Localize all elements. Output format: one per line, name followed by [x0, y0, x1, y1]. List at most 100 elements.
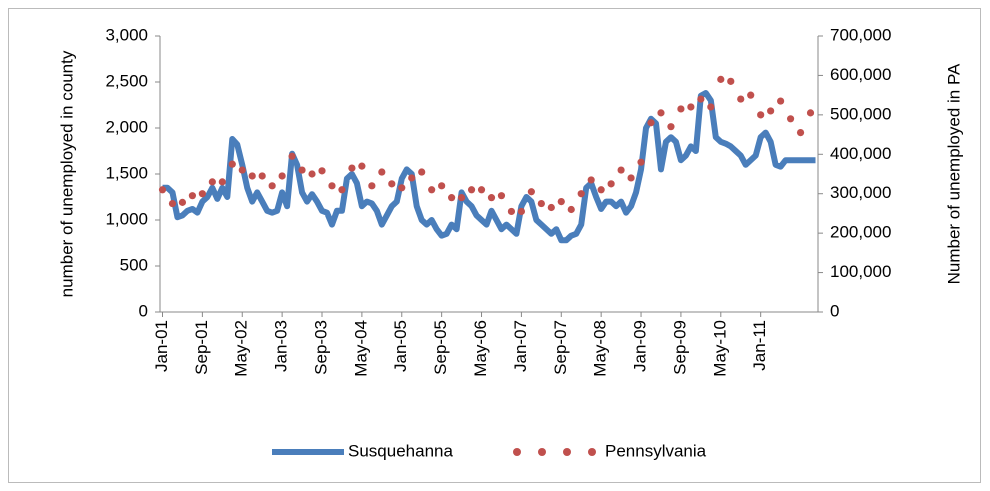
data-point — [408, 174, 416, 182]
data-point — [617, 166, 625, 174]
legend-label: Susquehanna — [348, 441, 453, 460]
data-point — [747, 91, 755, 99]
data-point — [448, 194, 456, 202]
data-point — [298, 166, 306, 174]
data-point — [368, 182, 376, 190]
data-point — [358, 162, 366, 170]
data-point — [557, 198, 565, 206]
x-tick-label: May-02 — [232, 320, 251, 377]
y2-tick-label: 700,000 — [830, 25, 891, 44]
y-tick-label: 2,500 — [105, 71, 148, 90]
data-point — [278, 172, 286, 180]
y2-tick-label: 600,000 — [830, 65, 891, 84]
data-point — [757, 111, 765, 119]
data-point — [717, 75, 725, 83]
x-tick-label: Sep-05 — [431, 320, 450, 375]
data-point — [168, 199, 177, 208]
y-tick-label: 3,000 — [105, 25, 148, 44]
data-point — [707, 103, 715, 111]
data-point — [587, 176, 595, 184]
data-point — [228, 160, 236, 168]
data-point — [457, 194, 466, 202]
x-tick-label: Jan-11 — [750, 320, 769, 371]
data-point — [507, 207, 516, 216]
data-point — [477, 186, 486, 194]
y-tick-label: 1,000 — [105, 209, 148, 228]
y2-tick-label: 400,000 — [830, 144, 891, 163]
data-point — [188, 192, 197, 200]
y2-tick-label: 0 — [830, 301, 839, 320]
x-tick-label: Jan-07 — [511, 320, 530, 372]
data-point — [657, 109, 665, 117]
data-point — [727, 77, 735, 85]
data-point — [198, 190, 206, 198]
data-point — [178, 198, 187, 206]
x-tick-label: May-10 — [710, 320, 729, 377]
data-point — [268, 182, 276, 190]
data-point — [238, 166, 246, 174]
y2-axis-title: Number of unemployed in PA — [944, 63, 963, 284]
data-point — [527, 188, 535, 196]
data-point — [677, 105, 685, 113]
x-tick-label: Jan-03 — [272, 320, 291, 372]
x-tick-label: Sep-07 — [551, 320, 570, 375]
y2-tick-label: 300,000 — [830, 183, 891, 202]
y-tick-label: 1,500 — [105, 163, 148, 182]
data-point — [497, 192, 506, 200]
data-point — [697, 95, 705, 103]
data-line — [162, 90, 816, 244]
y2-tick-label: 500,000 — [830, 104, 891, 123]
data-point — [647, 119, 655, 127]
data-point — [218, 178, 226, 186]
y2-tick-label: 200,000 — [830, 223, 891, 242]
data-point — [467, 186, 476, 194]
legend-label: Pennsylvania — [605, 441, 707, 460]
data-point — [388, 180, 396, 188]
data-point — [158, 186, 167, 194]
data-point — [248, 172, 256, 180]
data-point — [627, 174, 635, 182]
data-point — [777, 97, 785, 105]
data-point — [308, 170, 316, 178]
data-point — [737, 95, 745, 103]
x-tick-label: May-08 — [591, 320, 610, 377]
data-point — [338, 186, 346, 194]
data-point — [597, 186, 605, 194]
data-point — [487, 194, 496, 202]
data-point — [667, 123, 675, 131]
data-point — [288, 152, 296, 160]
data-point — [577, 190, 585, 198]
x-tick-label: May-06 — [471, 320, 490, 377]
data-point — [687, 103, 695, 111]
x-tick-label: May-04 — [351, 320, 370, 377]
legend-symbol — [513, 448, 521, 456]
data-point — [637, 158, 645, 166]
data-point — [517, 207, 526, 216]
data-point — [438, 182, 446, 190]
data-point — [547, 203, 555, 212]
y-axis-title: number of unemployed in county — [57, 50, 76, 297]
x-tick-label: Sep-03 — [311, 320, 330, 375]
data-point — [328, 182, 336, 190]
x-tick-label: Sep-01 — [192, 320, 211, 375]
data-point — [428, 186, 436, 194]
legend-symbol — [563, 448, 571, 456]
data-point — [796, 129, 805, 137]
data-point — [208, 178, 216, 186]
data-point — [786, 115, 795, 123]
x-tick-label: Sep-09 — [670, 320, 689, 375]
data-point — [258, 172, 266, 180]
data-point — [318, 167, 326, 175]
y-tick-label: 500 — [120, 255, 148, 274]
data-point — [767, 107, 775, 115]
data-point — [567, 205, 575, 214]
legend-symbol — [538, 448, 546, 456]
y-tick-label: 2,000 — [105, 117, 148, 136]
data-point — [378, 168, 386, 176]
data-point — [537, 199, 545, 208]
data-point — [607, 180, 615, 188]
x-tick-label: Jan-01 — [152, 320, 171, 372]
x-tick-label: Jan-09 — [631, 320, 650, 372]
